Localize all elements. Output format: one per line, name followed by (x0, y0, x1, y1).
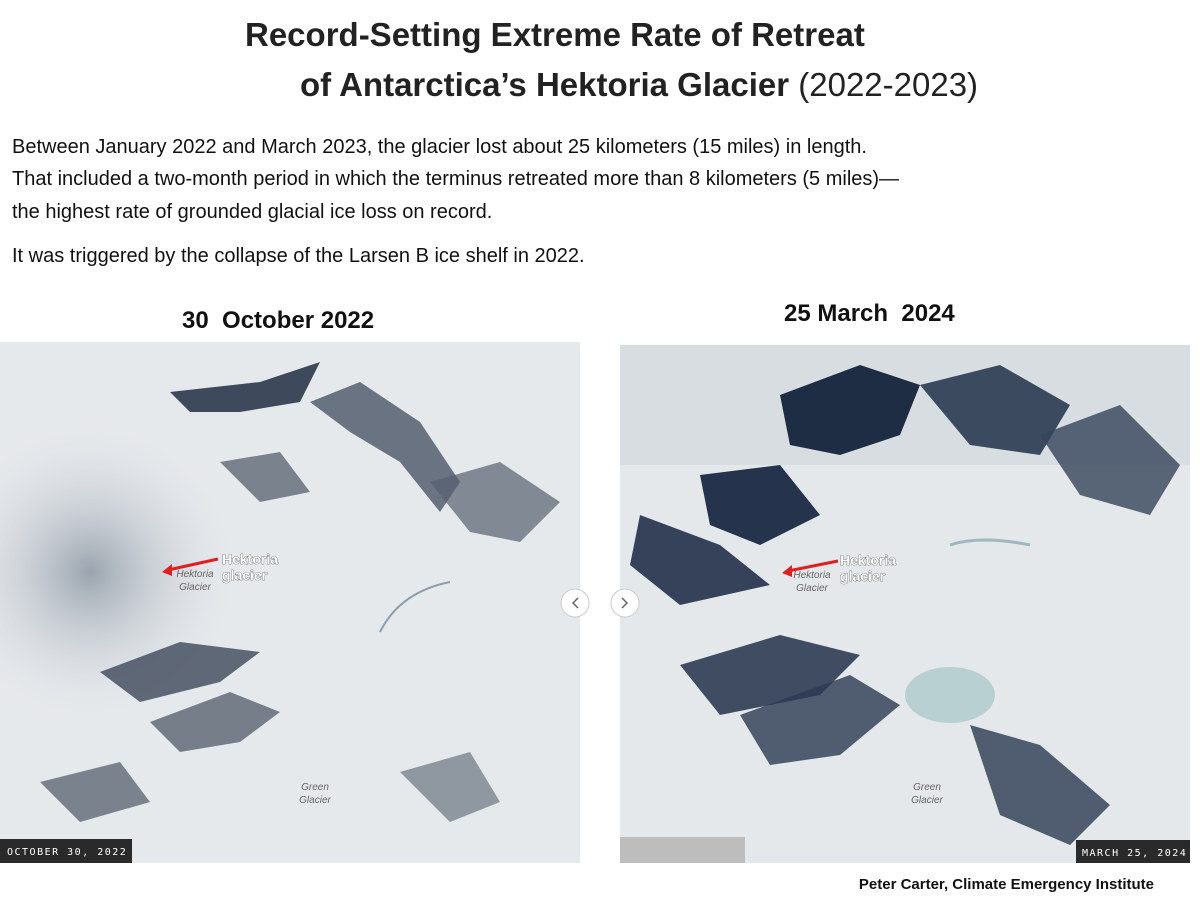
annotation: Hektoria (222, 551, 278, 567)
paragraph: It was triggered by the collapse of the … (12, 245, 585, 267)
map-label: Glacier (911, 795, 943, 806)
arrow (787, 559, 839, 573)
date-stamp: OCTOBER 30, 2022 (7, 847, 127, 858)
paragraph-line: That included a two-month period in whic… (12, 168, 900, 190)
title-line-1: Record-Setting Extreme Rate of Retreat (245, 16, 865, 53)
map-label: Hektoria (176, 569, 214, 580)
satellite-image-2022: Hektoria glacier Hektoria Glacier Green … (0, 342, 580, 863)
annotation: Hektoria (840, 552, 896, 568)
title-years: (2022-2023) (798, 66, 979, 103)
title-main: of Antarctica’s Hektoria Glacier (300, 66, 790, 103)
image-heading: 25 March 2024 (784, 300, 955, 327)
map-label: Hektoria (793, 570, 831, 581)
date-stamp: MARCH 25, 2024 (1082, 848, 1187, 859)
credit: Peter Carter, Climate Emergency Institut… (858, 876, 1154, 893)
arrow-head (782, 565, 792, 577)
map-label: Green (913, 782, 941, 793)
satellite-image-2024: Hektoria glacier Hektoria Glacier Green … (620, 345, 1190, 863)
prev-button[interactable] (560, 588, 590, 618)
annotation: glacier (840, 568, 886, 584)
arrow-head (162, 564, 172, 576)
next-button[interactable] (610, 588, 640, 618)
arrow (167, 557, 219, 572)
paragraph-line: Between January 2022 and March 2023, the… (12, 136, 867, 158)
map-label: Glacier (299, 795, 331, 806)
annotation: glacier (222, 567, 268, 583)
map-label: Glacier (179, 582, 211, 593)
image-heading: 30 October 2022 (182, 307, 375, 334)
carousel-controls (560, 588, 640, 618)
map-label: Glacier (796, 583, 828, 594)
paragraph-line: the highest rate of grounded glacial ice… (12, 201, 493, 223)
map-label: Green (301, 782, 329, 793)
title-line-2: of Antarctica’s Hektoria Glacier (2022-2… (300, 66, 978, 104)
